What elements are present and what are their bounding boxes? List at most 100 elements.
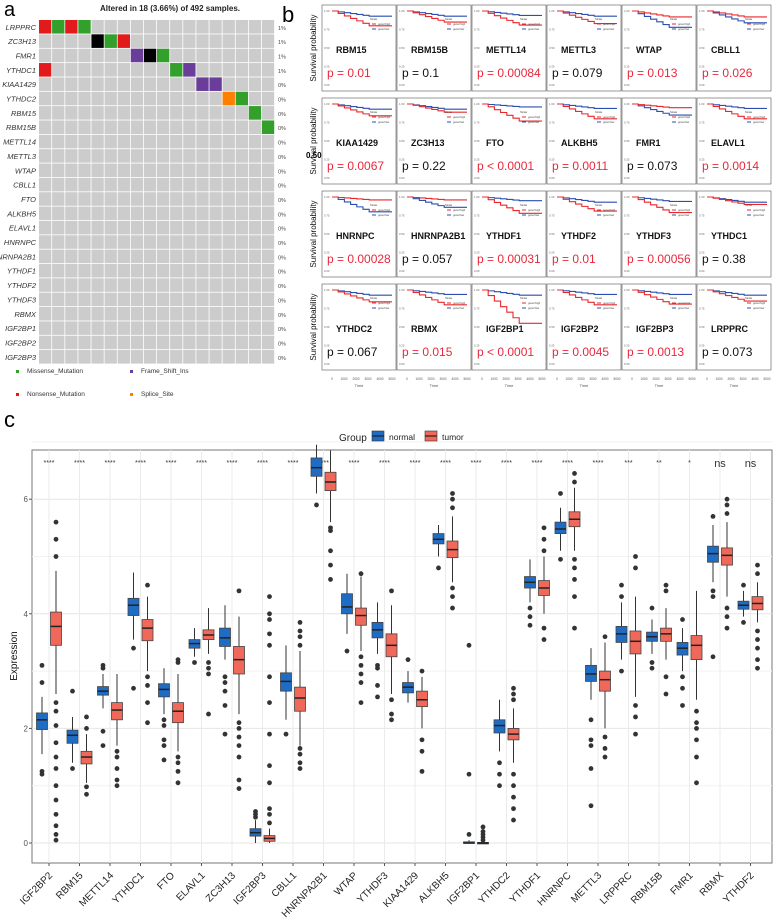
- oncoplot-percent: 1%: [278, 40, 286, 46]
- survival-p-value: p = 0.0067: [327, 159, 384, 173]
- oncoplot-cell-empty: [104, 278, 117, 292]
- oncoplot-cell-empty: [209, 220, 222, 235]
- survival-xtick: 2000: [577, 377, 584, 381]
- survival-legend-low: gene=low: [378, 27, 389, 31]
- oncoplot-cell-empty: [235, 307, 248, 321]
- oncoplot-cell-empty: [143, 20, 157, 34]
- oncoplot-cell-empty: [261, 177, 275, 192]
- oncoplot-cell-empty: [130, 177, 144, 192]
- survival-xlabel: Time: [580, 383, 590, 388]
- survival-gene-name: ELAVL1: [711, 138, 745, 148]
- oncoplot-gene-label: IGF2BP3: [5, 353, 37, 362]
- oncoplot-cell-empty: [78, 34, 91, 48]
- outlier-point: [389, 717, 394, 723]
- survival-p-value: p = 0.1: [402, 66, 439, 80]
- outlier-point: [389, 588, 394, 594]
- survival-panel-ythdc1: 0.00 0.25 0.50 0.75 1.00 Stratagene=highgene=…: [696, 190, 772, 278]
- survival-panel-hnrnpa2b1: 0.00 0.25 0.50 0.75 1.00 Stratagene=highgene=…: [396, 190, 472, 278]
- outlier-point: [267, 631, 272, 637]
- oncoplot-cell-empty: [196, 220, 209, 235]
- oncoplot-cell-empty: [196, 263, 209, 278]
- survival-panel-frame: [471, 283, 547, 371]
- survival-ytick: 1.00: [399, 288, 405, 292]
- survival-ytick: 0.50: [474, 139, 480, 143]
- oncoplot-cell-empty: [143, 335, 157, 350]
- oncoplot-cell-empty: [39, 249, 52, 264]
- outlier-point: [53, 554, 59, 559]
- box-tumor: [416, 668, 428, 774]
- survival-ytick: 0.75: [549, 28, 555, 32]
- oncoplot-percent: 0%: [278, 298, 286, 304]
- oncoplot-cell-empty: [143, 149, 157, 163]
- survival-ytick: 0.25: [624, 65, 630, 69]
- survival-xtick: 3000: [439, 377, 446, 381]
- survival-ytick: 0.00: [324, 362, 330, 366]
- survival-panel-frame: [471, 190, 547, 278]
- oncoplot-cell-frame-shift-ins: [209, 77, 222, 91]
- survival-xtick: 2000: [427, 377, 434, 381]
- oncoplot-cell-empty: [104, 63, 117, 77]
- oncoplot-cell-empty: [91, 20, 104, 34]
- significance-label: ****: [257, 460, 268, 467]
- significance-label: ****: [593, 460, 604, 467]
- outlier-point: [450, 505, 455, 511]
- oncoplot-cell-empty: [209, 249, 222, 264]
- outlier-point: [175, 754, 181, 760]
- outlier-point: [114, 766, 120, 771]
- panel-letter-a: a: [4, 0, 16, 21]
- survival-ytick: 0.00: [399, 362, 405, 366]
- survival-legend-title: Strata: [670, 17, 677, 21]
- box-tumor: [233, 588, 245, 791]
- survival-xtick: 0: [631, 377, 633, 381]
- survival-legend-title: Strata: [445, 17, 452, 21]
- survival-ytick: 0.25: [624, 158, 630, 162]
- box-normal: [646, 605, 658, 671]
- outlier-point: [145, 720, 150, 726]
- oncoplot-gene-label: IGF2BP1: [5, 324, 36, 333]
- oncoplot-gene-label: HNRNPC: [4, 238, 37, 247]
- survival-legend-title: Strata: [520, 296, 527, 300]
- outlier-point: [558, 556, 563, 562]
- box-tumor: [599, 634, 611, 760]
- oncoplot-cell-empty: [52, 220, 65, 235]
- oncoplot-cell-empty: [196, 91, 209, 106]
- oncoplot-cell-empty: [209, 91, 222, 106]
- survival-xtick: 1000: [340, 377, 347, 381]
- survival-ytick: 0.25: [399, 158, 405, 162]
- oncoplot-gene-label: FMR1: [16, 51, 36, 60]
- oncoplot-cell-empty: [222, 335, 235, 350]
- survival-legend-title: Strata: [595, 110, 602, 114]
- oncoplot-percent: 0%: [278, 212, 286, 218]
- outlier-point: [206, 660, 211, 665]
- outlier-point: [161, 717, 167, 723]
- survival-ytick: 0.25: [399, 65, 405, 69]
- oncoplot-cell-empty: [157, 307, 170, 321]
- legend-title: Group: [339, 433, 367, 444]
- oncoplot-cell-empty: [235, 192, 248, 206]
- oncoplot-cell-empty: [143, 206, 157, 221]
- significance-label: *: [688, 460, 691, 467]
- oncoplot-cell-empty: [78, 249, 91, 264]
- survival-ytick: 0.00: [699, 176, 705, 180]
- survival-ytick: 0.50: [324, 325, 330, 329]
- outlier-point: [633, 714, 638, 720]
- oncoplot-cell-empty: [91, 321, 104, 335]
- outlier-point: [724, 511, 730, 516]
- oncoplot-cell-empty: [39, 91, 52, 106]
- oncoplot-cell-empty: [157, 77, 170, 91]
- oncoplot-cell-empty: [248, 20, 262, 34]
- survival-p-value: p = 0.073: [702, 345, 753, 359]
- oncoplot-cell-empty: [39, 206, 52, 221]
- survival-xtick: 5000: [613, 377, 620, 381]
- outlier-point: [161, 737, 167, 743]
- oncoplot-cell-empty: [78, 91, 91, 106]
- survival-ytick: 0.00: [699, 83, 705, 87]
- outlier-point: [314, 502, 319, 508]
- survival-gene-name: METTL14: [486, 45, 526, 55]
- oncoplot-cell-empty: [222, 34, 235, 48]
- survival-ylabel: Survival probability: [309, 293, 318, 360]
- survival-ytick: 1.00: [699, 195, 705, 199]
- oncoplot-cell-empty: [235, 63, 248, 77]
- survival-curve-high: [332, 289, 392, 303]
- outlier-point: [419, 668, 425, 674]
